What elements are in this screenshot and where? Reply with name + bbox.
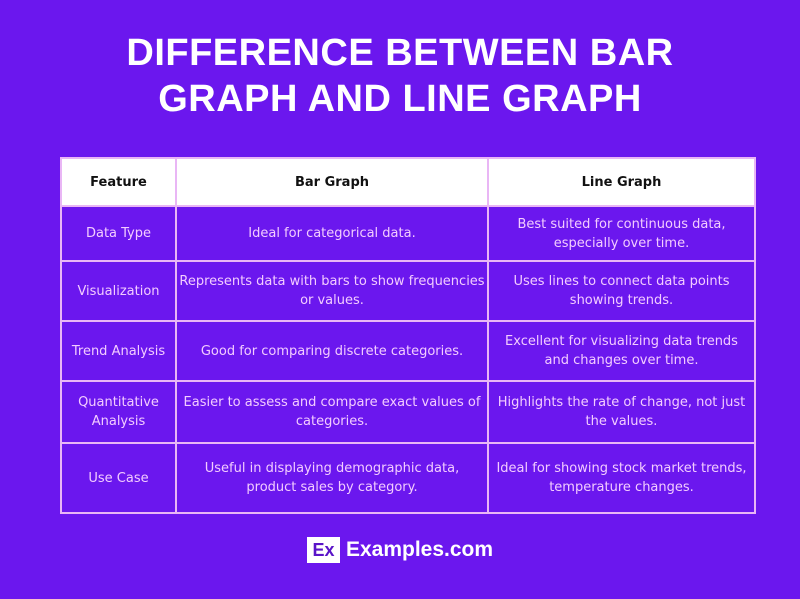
line-graph-cell: Ideal for showing stock market trends, t… [487, 442, 756, 514]
table-row: Use Case Useful in displaying demographi… [60, 442, 756, 514]
line-graph-cell: Excellent for visualizing data trends an… [487, 320, 756, 382]
line-graph-cell: Uses lines to connect data points showin… [487, 260, 756, 322]
title-line-1: DIFFERENCE BETWEEN BAR [126, 32, 674, 74]
bar-graph-cell: Good for comparing discrete categories. [175, 320, 489, 382]
header-feature: Feature [60, 157, 177, 207]
examples-logo-icon: Ex [306, 537, 340, 563]
bar-graph-cell: Useful in displaying demographic data, p… [175, 442, 489, 514]
table-row: Visualization Represents data with bars … [60, 260, 756, 322]
feature-cell: Quantitative Analysis [60, 380, 177, 444]
feature-cell: Use Case [60, 442, 177, 514]
header-line-graph: Line Graph [487, 157, 756, 207]
title-line-2: GRAPH AND LINE GRAPH [158, 78, 642, 120]
bar-graph-cell: Represents data with bars to show freque… [175, 260, 489, 322]
header-bar-graph: Bar Graph [175, 157, 489, 207]
feature-cell: Visualization [60, 260, 177, 322]
footer-brand: Ex Examples.com [0, 537, 800, 563]
line-graph-cell: Highlights the rate of change, not just … [487, 380, 756, 444]
comparison-table: Feature Bar Graph Line Graph Data Type I… [60, 157, 756, 514]
bar-graph-cell: Easier to assess and compare exact value… [175, 380, 489, 444]
page-title: DIFFERENCE BETWEEN BAR GRAPH AND LINE GR… [0, 30, 800, 122]
brand-name: Examples.com [345, 538, 494, 561]
table-header-row: Feature Bar Graph Line Graph [60, 157, 756, 207]
table-row: Quantitative Analysis Easier to assess a… [60, 380, 756, 444]
table-row: Trend Analysis Good for comparing discre… [60, 320, 756, 382]
table-row: Data Type Ideal for categorical data. Be… [60, 205, 756, 262]
feature-cell: Data Type [60, 205, 177, 262]
bar-graph-cell: Ideal for categorical data. [175, 205, 489, 262]
feature-cell: Trend Analysis [60, 320, 177, 382]
line-graph-cell: Best suited for continuous data, especia… [487, 205, 756, 262]
